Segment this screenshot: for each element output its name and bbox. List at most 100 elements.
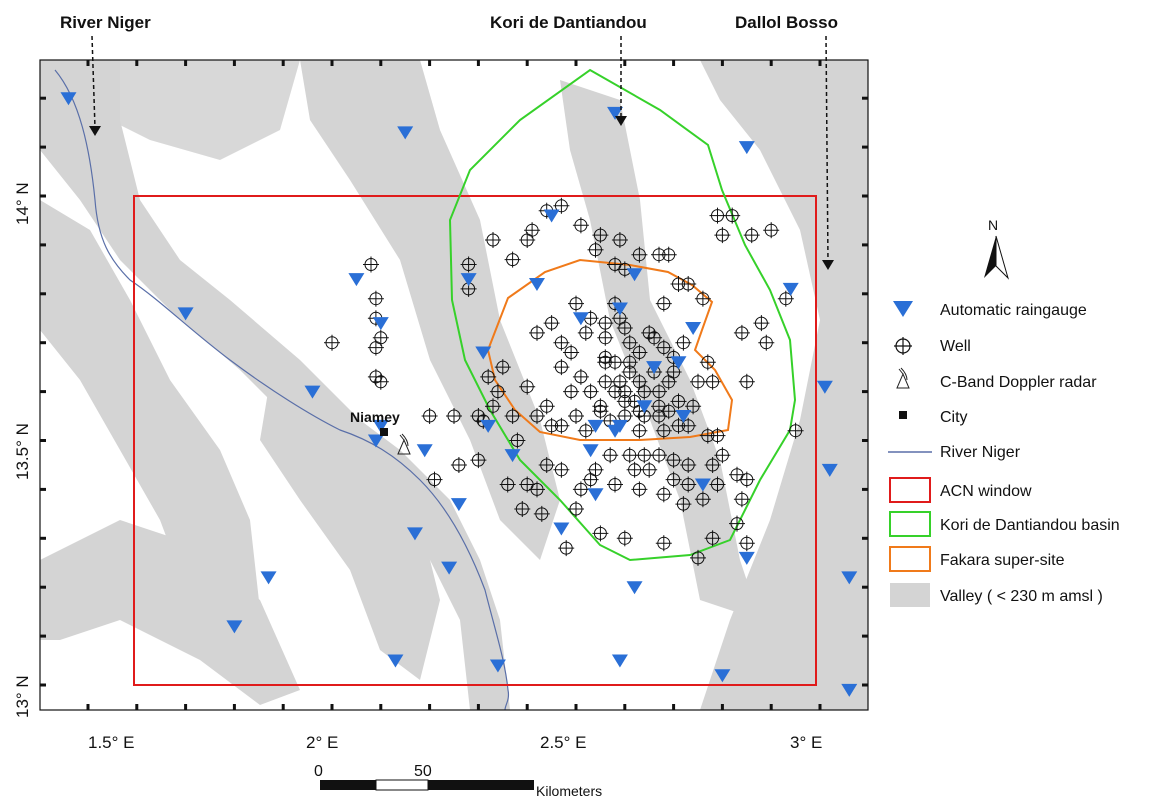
raingauge-marker	[572, 312, 589, 326]
well-marker	[450, 457, 467, 473]
raingauge-marker	[782, 282, 799, 296]
legend-well-label: Well	[940, 338, 971, 355]
raingauge-marker	[553, 522, 570, 536]
well-marker	[729, 515, 745, 532]
well-marker	[509, 432, 526, 449]
well-marker	[489, 383, 506, 400]
river-niger-line	[54, 69, 510, 711]
well-marker	[670, 393, 687, 410]
well-marker	[587, 241, 604, 258]
well-marker	[504, 408, 521, 424]
legend-city-label: City	[940, 409, 968, 426]
well-marker	[446, 408, 462, 424]
x-tick-label: 2° E	[306, 733, 338, 752]
raingauge-marker	[489, 659, 506, 673]
raingauge-marker	[260, 571, 277, 585]
well-marker	[660, 403, 677, 420]
well-marker	[558, 540, 575, 557]
wells-layer	[324, 197, 804, 566]
raingauge-marker	[646, 361, 663, 375]
raingauge-marker	[304, 385, 321, 399]
well-marker	[592, 525, 609, 542]
legend-raingauge-symbol	[893, 301, 913, 317]
well-marker	[655, 422, 672, 439]
y-tick-label: 13.5° N	[13, 423, 32, 480]
well-marker	[587, 461, 604, 478]
well-marker	[621, 334, 638, 351]
well-marker	[621, 447, 638, 464]
well-marker	[372, 373, 389, 390]
well-marker	[421, 408, 438, 424]
raingauge-marker	[528, 278, 545, 292]
well-marker	[670, 417, 687, 434]
well-marker	[597, 329, 614, 346]
well-marker	[485, 398, 501, 415]
well-marker	[651, 447, 667, 464]
valley-lower-left	[40, 520, 300, 705]
raingauge-marker	[504, 449, 521, 463]
well-marker	[685, 398, 702, 415]
well-marker	[568, 408, 584, 424]
well-marker	[460, 256, 477, 273]
well-marker	[626, 461, 643, 478]
well-marker	[524, 222, 541, 239]
raingauge-marker	[441, 561, 458, 575]
x-tick-label: 1.5° E	[88, 733, 135, 752]
well-marker	[324, 334, 340, 351]
valley-mid-branch	[260, 380, 440, 680]
scale-label-0: 0	[314, 763, 323, 780]
raingauge-marker	[816, 380, 833, 394]
well-marker	[529, 324, 545, 341]
raingauge-marker	[372, 419, 389, 433]
radar-marker	[397, 433, 411, 455]
raingauge-marker	[587, 488, 604, 502]
well-marker	[553, 461, 570, 478]
well-marker	[704, 457, 721, 473]
raingauge-marker	[177, 307, 194, 321]
raingauges-layer	[60, 92, 858, 697]
well-marker	[519, 476, 536, 493]
well-marker	[519, 378, 536, 395]
well-marker	[733, 491, 750, 508]
well-marker	[753, 315, 770, 332]
legend-acn-symbol	[889, 477, 931, 503]
valley-dallol-bosso	[700, 60, 868, 710]
raingauge-marker	[397, 126, 414, 140]
well-marker	[694, 491, 711, 508]
well-marker	[485, 232, 501, 248]
well-marker	[655, 339, 672, 356]
well-marker	[675, 334, 692, 351]
raingauge-marker	[587, 419, 604, 433]
legend-radar-symbol	[896, 367, 910, 389]
well-marker	[480, 368, 497, 385]
scale-unit: Kilometers	[536, 783, 602, 798]
well-marker	[538, 457, 555, 473]
well-marker	[597, 373, 614, 390]
raingauge-marker	[348, 273, 365, 287]
well-marker	[636, 447, 653, 464]
well-marker	[543, 315, 560, 332]
well-marker	[690, 549, 706, 566]
legend-raingauge-label: Automatic raingauge	[940, 302, 1087, 319]
legend-city-symbol	[899, 411, 907, 419]
legend-radar-label: C-Band Doppler radar	[940, 374, 1097, 391]
well-marker	[665, 452, 682, 469]
well-marker	[699, 354, 716, 371]
well-marker	[582, 383, 599, 400]
well-marker	[494, 359, 511, 376]
well-marker	[733, 324, 750, 341]
well-marker	[563, 383, 580, 400]
north-label: N	[988, 217, 998, 233]
well-marker	[675, 496, 692, 513]
legend-well-symbol	[894, 337, 912, 355]
tick-marks	[40, 60, 868, 710]
well-marker	[743, 227, 760, 244]
raingauge-marker	[367, 434, 384, 448]
raingauge-marker	[475, 346, 492, 360]
well-marker	[777, 290, 794, 307]
scale-label-50: 50	[414, 763, 432, 780]
well-marker	[568, 295, 584, 312]
raingauge-marker	[416, 444, 433, 458]
well-marker	[631, 344, 648, 361]
